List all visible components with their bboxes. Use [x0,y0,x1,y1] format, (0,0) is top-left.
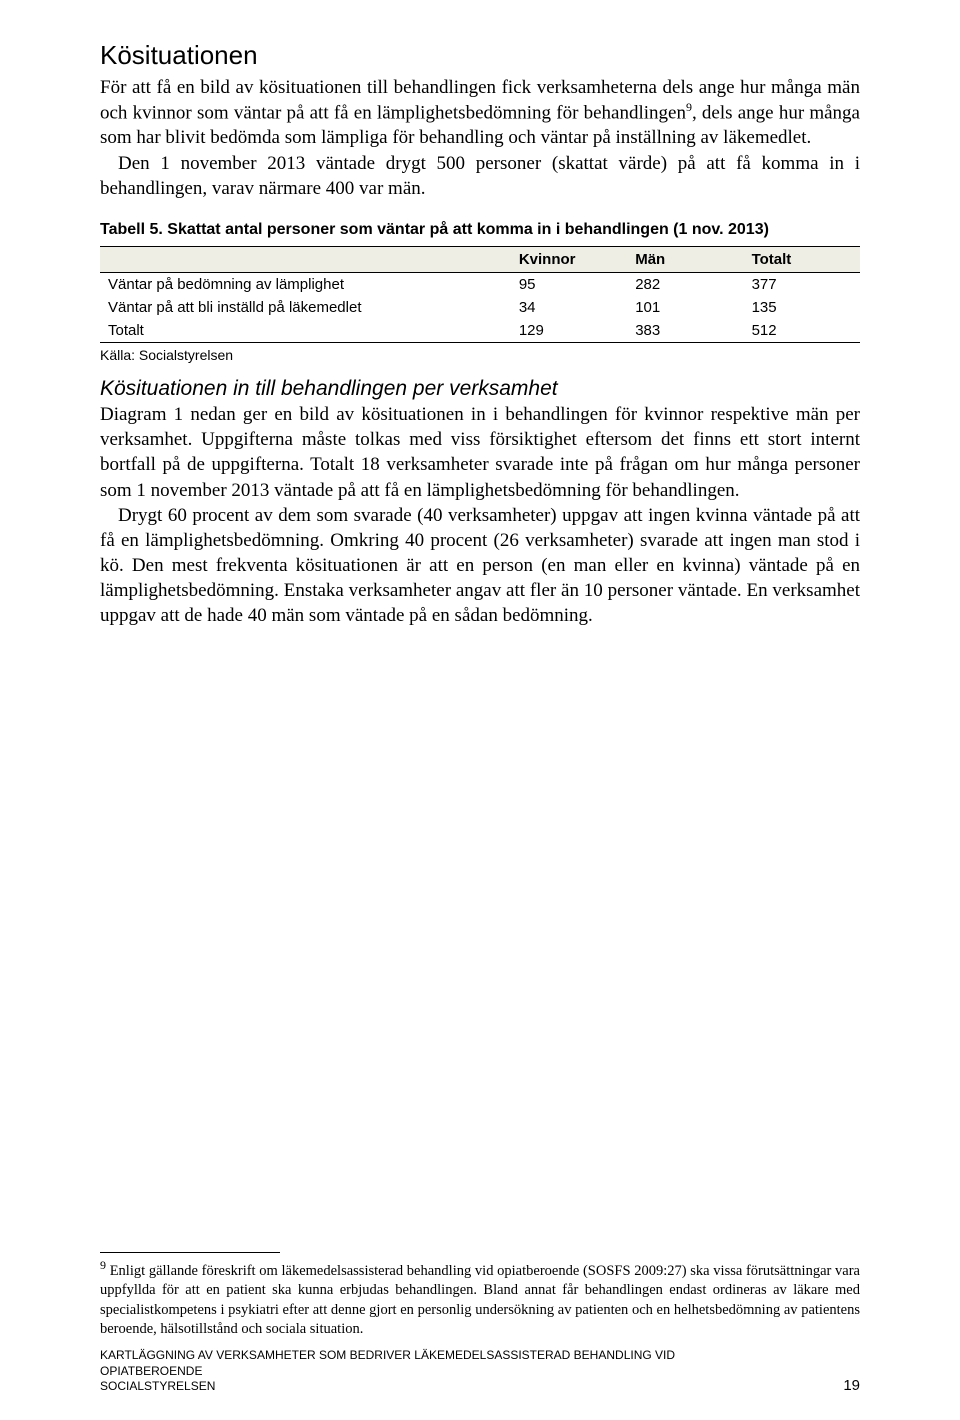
subsection-heading: Kösituationen in till behandlingen per v… [100,377,860,401]
footer-publisher: SOCIALSTYRELSEN [100,1379,215,1393]
footnotes: 9 Enligt gällande föreskrift om läkemede… [100,1252,860,1340]
cell-value: 282 [627,273,743,297]
page-container: Kösituationen För att få en bild av kösi… [0,0,960,1420]
cell-label: Väntar på bedömning av lämplighet [100,273,511,297]
paragraph-4: Drygt 60 procent av dem som svarade (40 … [100,503,860,628]
table-header-row: Kvinnor Män Totalt [100,247,860,273]
cell-value: 377 [744,273,860,297]
footnote-text: Enligt gällande föreskrift om läkemedels… [100,1263,860,1338]
cell-label: Totalt [100,319,511,343]
table-caption: Tabell 5. Skattat antal personer som vän… [100,219,860,241]
footnote-separator [100,1252,280,1253]
th-totalt: Totalt [744,247,860,273]
paragraph-2: Den 1 november 2013 väntade drygt 500 pe… [100,151,860,201]
th-kvinnor: Kvinnor [511,247,627,273]
cell-value: 383 [627,319,743,343]
table-source: Källa: Socialstyrelsen [100,347,860,363]
footer-left: KARTLÄGGNING AV VERKSAMHETER SOM BEDRIVE… [100,1348,740,1395]
table-5: Kvinnor Män Totalt Väntar på bedömning a… [100,246,860,343]
th-blank [100,247,511,273]
th-man: Män [627,247,743,273]
cell-value: 95 [511,273,627,297]
paragraph-3: Diagram 1 nedan ger en bild av kösituati… [100,402,860,502]
cell-value: 135 [744,296,860,319]
page-number: 19 [843,1376,860,1396]
cell-value: 129 [511,319,627,343]
table-row: Väntar på att bli inställd på läkemedlet… [100,296,860,319]
cell-label: Väntar på att bli inställd på läkemedlet [100,296,511,319]
footer-title: KARTLÄGGNING AV VERKSAMHETER SOM BEDRIVE… [100,1348,675,1378]
footnote-9: 9 Enligt gällande föreskrift om läkemede… [100,1257,860,1340]
table-row: Totalt 129 383 512 [100,319,860,343]
section-heading: Kösituationen [100,40,860,71]
cell-value: 101 [627,296,743,319]
paragraph-1: För att få en bild av kösituationen till… [100,75,860,151]
cell-value: 512 [744,319,860,343]
cell-value: 34 [511,296,627,319]
table-row: Väntar på bedömning av lämplighet 95 282… [100,273,860,297]
page-footer: KARTLÄGGNING AV VERKSAMHETER SOM BEDRIVE… [100,1348,860,1395]
